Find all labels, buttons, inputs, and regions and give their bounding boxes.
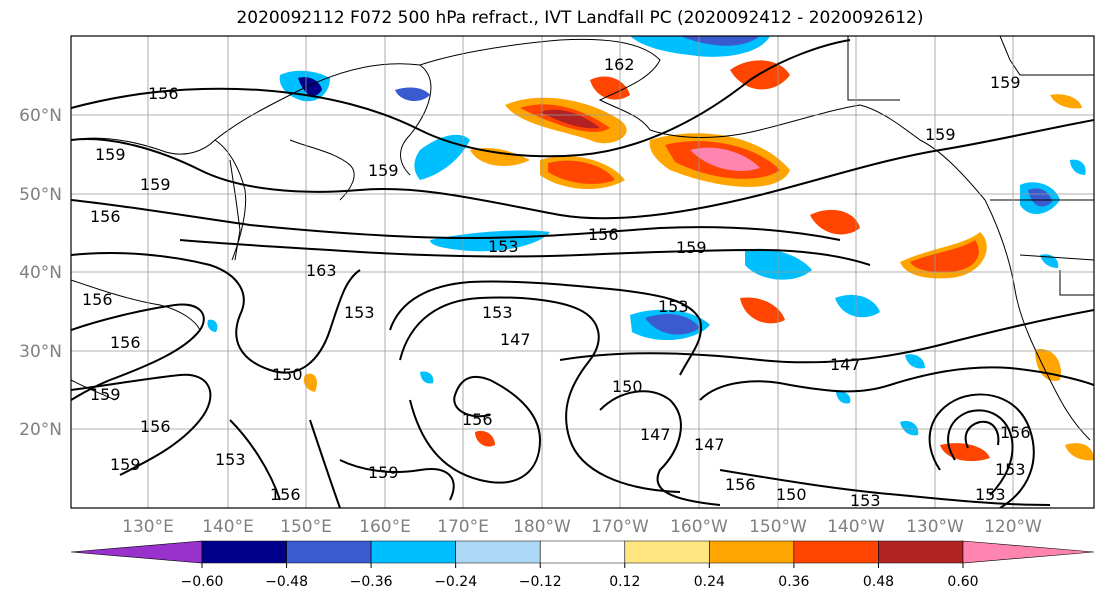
colorbar-segment <box>286 540 372 564</box>
contour-label: 159 <box>368 463 399 482</box>
contour-label: 150 <box>776 485 807 504</box>
contour-label: 153 <box>975 485 1006 504</box>
contour-label: 159 <box>140 175 171 194</box>
lon-label: 150°E <box>280 517 332 537</box>
contour-label: 159 <box>925 125 956 144</box>
contour-label: 159 <box>110 455 141 474</box>
colorbar-ticks <box>201 563 964 568</box>
lon-label: 130°W <box>906 517 964 537</box>
lat-label: 30°N <box>19 342 62 362</box>
lon-label: 140°E <box>202 517 254 537</box>
contour-label: 159 <box>95 145 126 164</box>
contour-label: 156 <box>90 207 121 226</box>
contour-label: 156 <box>110 333 141 352</box>
contour-label: 156 <box>148 84 179 103</box>
colorbar-segment <box>70 540 203 564</box>
colorbar-tick-label: 0.36 <box>778 574 809 590</box>
contour-label: 156 <box>82 290 113 309</box>
contour-label: 147 <box>500 330 531 349</box>
contour-label: 159 <box>90 385 121 404</box>
colorbar-tick-label: −0.24 <box>434 574 477 590</box>
contour-label: 156 <box>725 475 756 494</box>
colorbar-segments <box>70 540 1095 564</box>
colorbar-segment <box>201 540 287 564</box>
lon-label: 160°W <box>670 517 728 537</box>
contour-label: 153 <box>995 460 1026 479</box>
lon-label: 140°W <box>827 517 885 537</box>
colorbar-tick-label: −0.48 <box>265 574 308 590</box>
colorbar-segment <box>709 540 795 564</box>
contour-labels: 156 162 159 159 159 159 156 159 156 153 … <box>82 55 1031 510</box>
colorbar-tick-label: −0.12 <box>519 574 562 590</box>
contour-label: 156 <box>462 410 493 429</box>
contour-label: 150 <box>612 377 643 396</box>
contour-label: 153 <box>850 491 881 510</box>
contour-label: 153 <box>215 450 246 469</box>
gridlines <box>71 36 1094 508</box>
contour-label: 156 <box>270 485 301 504</box>
contour-label: 147 <box>830 355 861 374</box>
contour-label: 159 <box>676 238 707 257</box>
lon-label: 120°W <box>984 517 1042 537</box>
lon-label: 130°E <box>122 517 174 537</box>
contour-label: 153 <box>344 303 375 322</box>
colorbar-tick-labels: −0.60 −0.48 −0.36 −0.24 −0.12 0.12 0.24 … <box>181 574 979 590</box>
lon-label: 150°W <box>749 517 807 537</box>
lat-label: 40°N <box>19 263 62 283</box>
colorbar-tick-label: −0.60 <box>181 574 224 590</box>
contour-lines <box>71 39 1094 508</box>
contour-label: 162 <box>604 55 635 74</box>
colorbar-segment <box>455 540 541 564</box>
lat-label: 50°N <box>19 185 62 205</box>
contour-label: 156 <box>140 417 171 436</box>
colorbar-tick-label: 0.60 <box>947 574 978 590</box>
latitude-labels: 60°N 50°N 40°N 30°N 20°N <box>19 106 62 440</box>
longitude-labels: 130°E 140°E 150°E 160°E 170°E 180°W 170°… <box>122 517 1042 537</box>
contour-label: 159 <box>990 73 1021 92</box>
colorbar-segment <box>962 540 1095 564</box>
lon-label: 160°E <box>359 517 411 537</box>
colorbar-segment <box>624 540 710 564</box>
colorbar-segment <box>793 540 879 564</box>
lon-label: 170°E <box>437 517 489 537</box>
contour-label: 153 <box>482 303 513 322</box>
colorbar-tick-label: 0.24 <box>694 574 725 590</box>
lon-label: 180°W <box>513 517 571 537</box>
contour-label: 147 <box>640 425 671 444</box>
lat-label: 60°N <box>19 106 62 126</box>
colorbar-tick-label: −0.36 <box>350 574 393 590</box>
map-title: 2020092112 F072 500 hPa refract., IVT La… <box>236 8 924 28</box>
contour-label: 150 <box>272 365 303 384</box>
colorbar-tick-label: 0.48 <box>863 574 894 590</box>
lat-label: 20°N <box>19 420 62 440</box>
contour-label: 163 <box>306 261 337 280</box>
contour-label: 153 <box>488 237 519 256</box>
contour-label: 159 <box>368 161 399 180</box>
contour-label: 156 <box>588 225 619 244</box>
contour-label: 153 <box>658 297 689 316</box>
contour-label: 147 <box>694 435 725 454</box>
lon-label: 170°W <box>591 517 649 537</box>
colorbar-segment <box>878 540 964 564</box>
colorbar-segment <box>370 540 456 564</box>
map-frame <box>70 35 1095 509</box>
colorbar: −0.60 −0.48 −0.36 −0.24 −0.12 0.12 0.24 … <box>70 540 1095 590</box>
colorbar-segment <box>539 540 626 564</box>
colorbar-tick-label: 0.12 <box>609 574 640 590</box>
contour-label: 156 <box>1000 423 1031 442</box>
